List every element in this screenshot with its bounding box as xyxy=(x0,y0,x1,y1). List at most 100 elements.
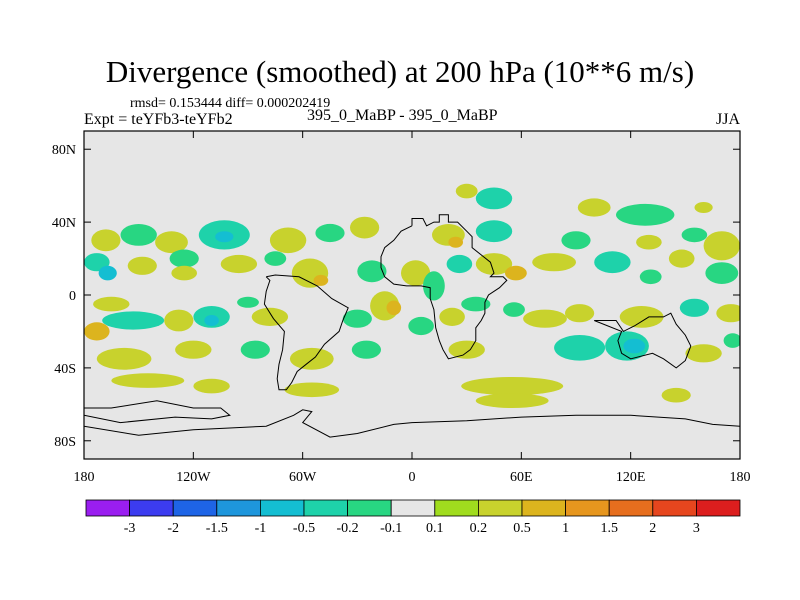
field-blob xyxy=(681,227,708,243)
field-blob xyxy=(84,253,110,272)
y-tick-label: 80S xyxy=(54,435,76,450)
field-blob xyxy=(408,316,434,336)
field-blob xyxy=(554,335,606,361)
coastlines xyxy=(84,214,740,438)
field-blob xyxy=(668,249,695,268)
colorbar-label: -1.5 xyxy=(206,521,228,536)
colorbar-swatch xyxy=(216,499,261,517)
cases-label: 395_0_MaBP - 395_0_MaBP xyxy=(307,107,498,124)
colorbar-label: -3 xyxy=(124,521,136,536)
field-blob xyxy=(386,300,402,316)
field-blob xyxy=(91,229,121,252)
colorbar-label: 0.1 xyxy=(426,521,444,536)
field-blob xyxy=(619,306,664,328)
x-tick-label: 120W xyxy=(176,470,211,485)
coastline xyxy=(84,400,231,424)
coastline xyxy=(263,274,349,391)
field-blob xyxy=(284,382,340,398)
field-blob xyxy=(289,347,334,370)
plot-background xyxy=(84,131,740,459)
field-blob xyxy=(357,260,387,283)
field-blob xyxy=(503,302,525,317)
field-blob xyxy=(439,307,465,326)
field-blob xyxy=(577,198,611,217)
field-blob xyxy=(636,234,662,250)
colorbar-label: -1 xyxy=(255,521,267,536)
field-blob xyxy=(448,340,485,359)
field-blob xyxy=(204,315,219,326)
field-blob xyxy=(705,262,739,284)
field-blob xyxy=(661,387,691,403)
field-blob xyxy=(475,253,513,275)
coastline xyxy=(84,409,740,438)
field-blob xyxy=(523,309,567,328)
field-blob xyxy=(175,340,212,359)
x-tick-label: 60E xyxy=(510,470,533,485)
coastline xyxy=(594,312,692,369)
field-blob xyxy=(93,296,130,312)
field-blob xyxy=(127,256,157,275)
field-blob xyxy=(155,231,188,254)
colorbar-label: -0.5 xyxy=(293,521,315,536)
field-blob xyxy=(694,202,713,213)
expt-label: Expt = teYFb3-teYFb2 xyxy=(84,111,233,128)
field-blob xyxy=(639,269,662,285)
divergence-field xyxy=(84,183,740,409)
field-blob xyxy=(565,304,595,323)
colorbar-swatch xyxy=(521,499,566,517)
colorbar-swatch xyxy=(477,499,523,517)
colorbar-swatch xyxy=(172,499,218,517)
x-tick-label: 60W xyxy=(289,470,317,485)
field-blob xyxy=(505,265,527,281)
colorbar-swatch xyxy=(390,499,436,517)
field-blob xyxy=(679,298,710,317)
colorbar-swatch xyxy=(129,499,174,517)
field-blob xyxy=(215,231,234,243)
season-label: JJA xyxy=(716,111,741,128)
field-blob xyxy=(461,296,491,312)
field-blob xyxy=(111,373,185,388)
field-blob xyxy=(269,227,307,254)
field-blob xyxy=(169,249,199,268)
field-blob xyxy=(475,220,513,243)
field-blob xyxy=(240,340,270,359)
field-blob xyxy=(703,231,740,261)
colorbar-swatch xyxy=(347,499,392,517)
colorbar-label: -0.1 xyxy=(380,521,402,536)
colorbar-label: -2 xyxy=(167,521,179,536)
x-tick-label: 0 xyxy=(409,470,416,485)
field-blob xyxy=(251,307,289,326)
colorbar-label: 1.5 xyxy=(600,521,618,536)
chart-title: Divergence (smoothed) at 200 hPa (10**6 … xyxy=(105,54,695,89)
field-blob xyxy=(171,265,197,281)
field-blob xyxy=(237,296,259,308)
stats-label: rmsd= 0.153444 diff= 0.000202419 xyxy=(130,96,331,111)
field-blob xyxy=(220,254,258,274)
y-tick-label: 80N xyxy=(52,143,76,158)
colorbar-label: -0.2 xyxy=(337,521,359,536)
field-blob xyxy=(350,216,380,239)
x-tick-label: 180 xyxy=(74,470,95,485)
colorbar-label: 0.5 xyxy=(513,521,531,536)
y-tick-label: 0 xyxy=(69,289,76,304)
axes: 180 120W 60W 0 60E 120E 180 80N 40N 0 40S 80S xyxy=(52,131,751,485)
y-tick-label: 40S xyxy=(54,362,76,377)
field-blob xyxy=(315,223,345,243)
colorbar-swatch xyxy=(259,499,305,517)
field-blob xyxy=(561,231,591,250)
field-blob xyxy=(448,236,464,248)
field-blob xyxy=(623,338,646,354)
coastline xyxy=(380,214,508,360)
field-blob xyxy=(351,340,381,359)
colorbar-label: 2 xyxy=(649,521,656,536)
colorbar-swatch xyxy=(434,499,479,517)
field-blob xyxy=(532,253,576,272)
field-blob xyxy=(594,251,631,274)
field-blob xyxy=(102,311,165,330)
colorbar-label: 3 xyxy=(693,521,700,536)
field-blob xyxy=(342,309,372,328)
field-blob xyxy=(475,393,549,409)
colorbar-swatch xyxy=(565,499,610,517)
colorbar-swatch xyxy=(303,499,348,517)
